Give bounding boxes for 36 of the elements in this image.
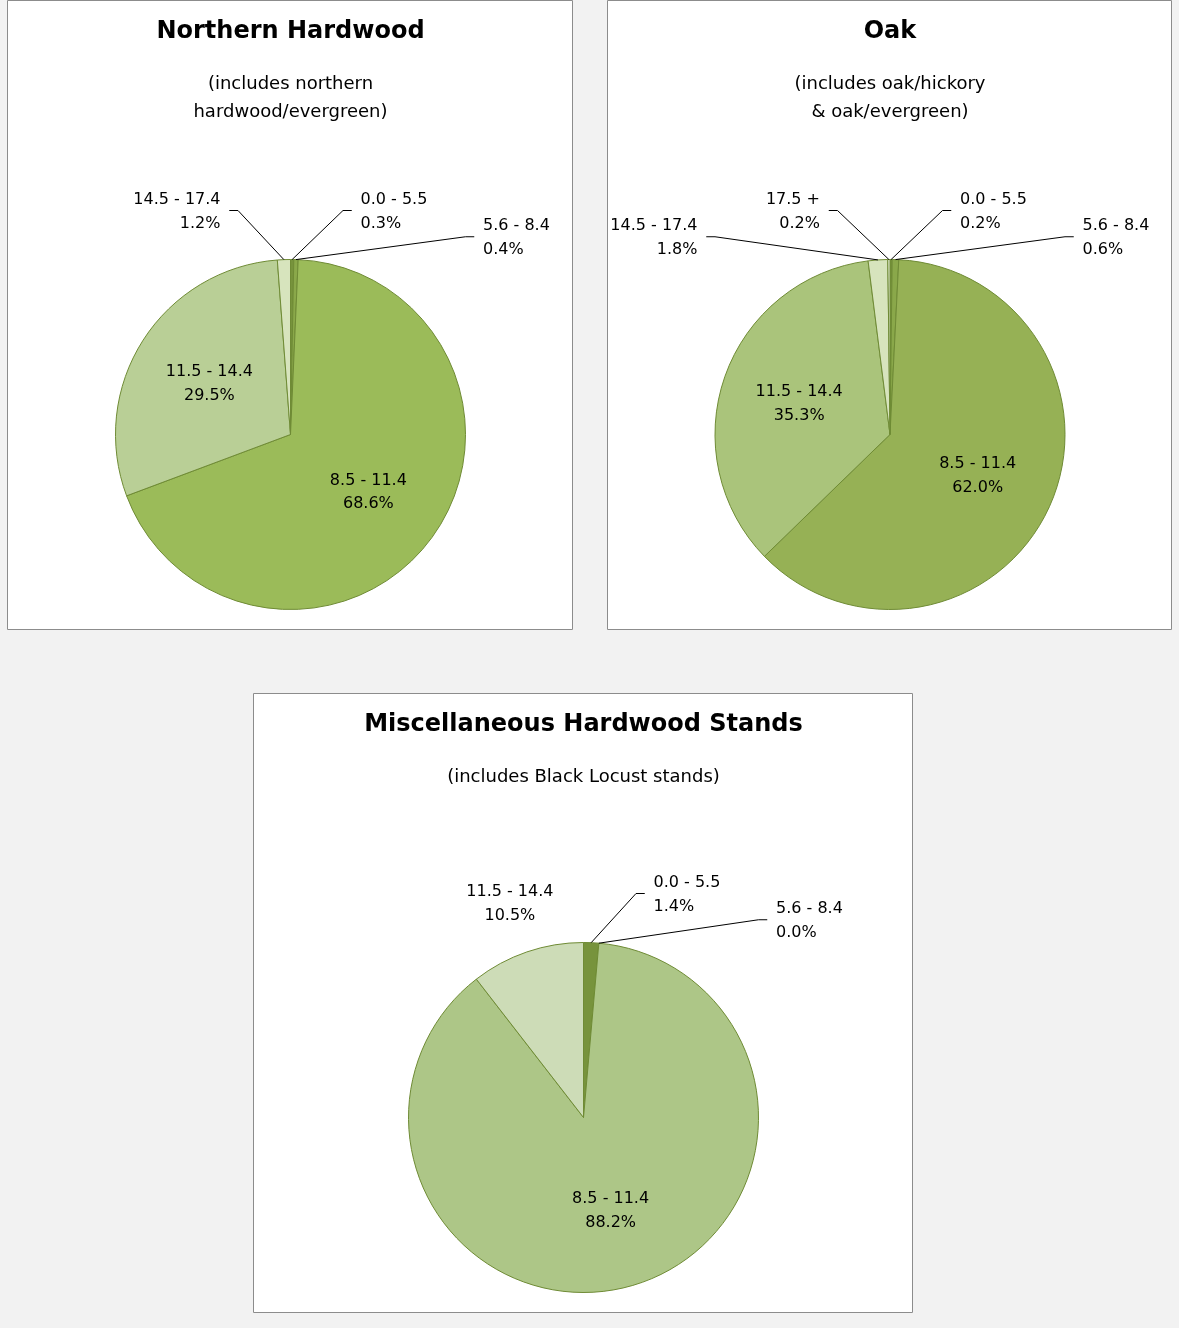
data-label: 1.2% [179,212,221,232]
slice-label: 8.5 - 11.4 [329,469,407,489]
data-label: 1.4% [653,895,695,915]
chart-title: Northern Hardwood [156,16,425,45]
chart-subtitle: (includes Black Locust stands) [447,765,720,787]
slice-label: 5.6 - 8.4 [1082,215,1150,235]
chart-title: Miscellaneous Hardwood Stands [364,709,803,738]
slice-label: 0.0 - 5.5 [360,189,428,209]
data-label: 0.3% [360,212,402,232]
slice-label: 0.0 - 5.5 [653,872,721,892]
data-label: 10.5% [484,904,536,924]
data-label: 0.4% [483,239,524,259]
slice-label: 14.5 - 17.4 [610,215,698,235]
chart-subtitle: (includes oak/hickory & oak/evergreen) [794,72,986,121]
slice-label: 0.0 - 5.5 [960,189,1027,209]
data-label: 0.6% [1082,239,1124,259]
category-label: 5.6 - 8.4 [776,898,843,918]
text: 0.0% [776,922,817,942]
slice-label: 8.5 - 11.4 [939,452,1017,472]
data-label: 35.3% [773,405,825,425]
slice-label: 8.5 - 11.4 [572,1188,650,1208]
data-label: 68.6% [342,493,394,513]
slice-label: 11.5 - 14.4 [165,361,253,381]
data-label: 1.8% [656,239,698,259]
slice-label: 11.5 - 14.4 [466,880,554,900]
slice-label: 5.6 - 8.4 [483,215,550,235]
data-label: 0.2% [779,212,821,232]
chart-title: Oak [863,16,918,45]
slice-label: 17.5 + [765,189,821,209]
slice-label: 14.5 - 17.4 [133,189,221,209]
data-label: 0.2% [960,212,1001,232]
data-label: 88.2% [585,1212,637,1232]
data-label: 29.5% [183,385,235,405]
data-label: 62.0% [952,476,1004,496]
slice-label: 11.5 - 14.4 [755,381,843,401]
chart-subtitle: (includes northern hardwood/evergreen) [193,72,388,121]
